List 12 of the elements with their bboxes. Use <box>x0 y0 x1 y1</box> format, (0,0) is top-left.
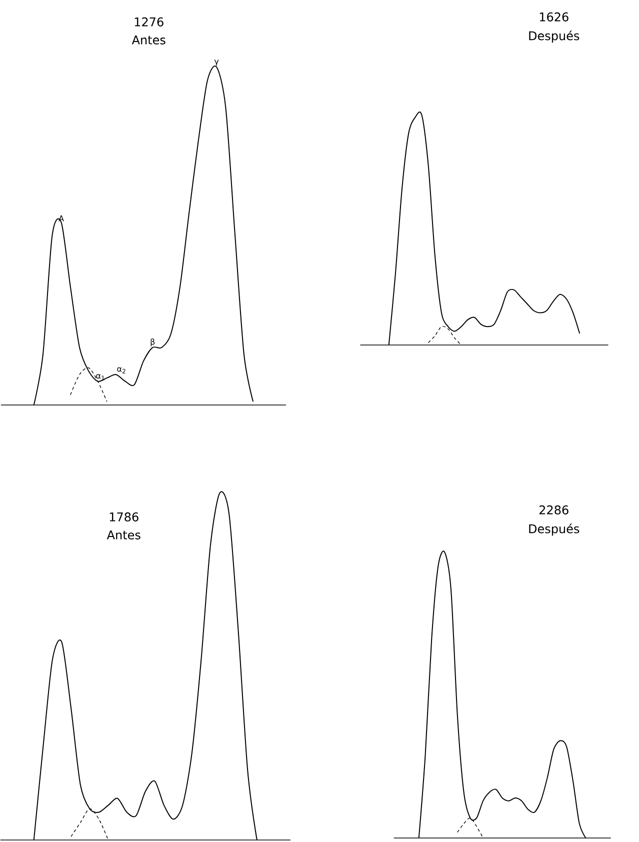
chart-title: 1626 <box>540 12 568 22</box>
chart-subtitle: Después <box>529 30 580 43</box>
annotation: γ <box>214 60 219 66</box>
chart-subtitle: Después <box>529 524 580 536</box>
text: 1786 <box>110 512 138 522</box>
chart-title: 2286 <box>540 505 568 514</box>
text: Antes <box>106 530 140 540</box>
chart-subtitle: Antes <box>132 36 166 44</box>
chart-title: 1276 <box>134 17 164 26</box>
annotation: β <box>150 338 155 346</box>
annotation: α$_{2}$ <box>117 367 126 374</box>
annotation: A <box>58 215 64 222</box>
